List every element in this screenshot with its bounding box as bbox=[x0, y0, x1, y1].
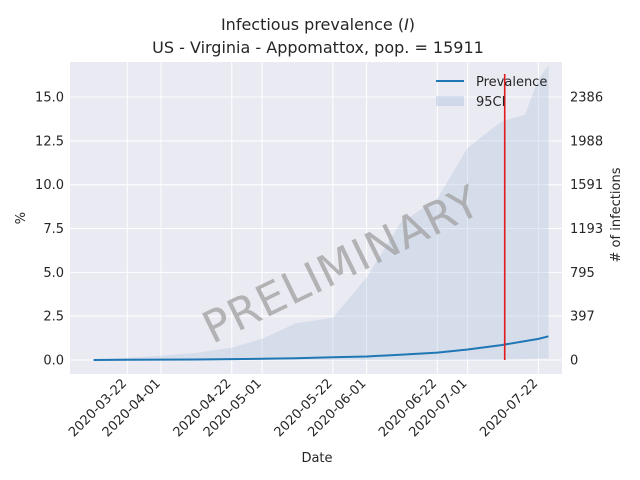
y-tick-label: 10.0 bbox=[35, 178, 64, 193]
chart-title-line2: US - Virginia - Appomattox, pop. = 15911 bbox=[152, 38, 484, 57]
x-axis-label: Date bbox=[301, 451, 332, 466]
x-tick-label: 2020-07-22 bbox=[477, 376, 541, 440]
legend-95ci-swatch bbox=[436, 96, 464, 106]
y-right-tick-label: 0 bbox=[570, 353, 578, 368]
y-right-tick-label: 795 bbox=[570, 266, 595, 281]
y-right-axis-label: # of infections bbox=[609, 167, 624, 262]
legend: Prevalence 95CI bbox=[436, 75, 547, 110]
horizontal-gridlines bbox=[70, 96, 562, 361]
chart-title-line1: Infectious prevalence (I) bbox=[221, 15, 415, 34]
y-right-tick-label: 397 bbox=[570, 310, 595, 325]
y-right-tick-label: 1988 bbox=[570, 134, 603, 149]
prevalence-line bbox=[93, 335, 549, 361]
legend-prevalence-label: Prevalence bbox=[476, 75, 547, 90]
y-right-tick-labels: 0 397 795 1193 1591 1988 2386 bbox=[570, 91, 603, 369]
y-tick-label: 12.5 bbox=[35, 134, 64, 149]
y-tick-labels: 0.0 2.5 5.0 7.5 10.0 12.5 15.0 bbox=[35, 91, 64, 369]
ci-band-layer bbox=[93, 65, 549, 360]
y-right-tick-label: 1591 bbox=[570, 178, 603, 193]
plot-area bbox=[70, 62, 562, 374]
y-tick-label: 0.0 bbox=[43, 353, 64, 368]
y-axis-label: % bbox=[14, 212, 29, 224]
ci-band bbox=[93, 65, 549, 360]
legend-95ci-label: 95CI bbox=[476, 95, 505, 110]
vertical-gridlines bbox=[126, 62, 539, 374]
prevalence-line-layer bbox=[93, 335, 549, 361]
y-tick-label: 7.5 bbox=[43, 222, 64, 237]
y-right-tick-label: 2386 bbox=[570, 91, 603, 106]
y-tick-label: 5.0 bbox=[43, 266, 64, 281]
y-right-tick-label: 1193 bbox=[570, 222, 603, 237]
y-tick-label: 2.5 bbox=[43, 310, 64, 325]
y-tick-label: 15.0 bbox=[35, 91, 64, 106]
